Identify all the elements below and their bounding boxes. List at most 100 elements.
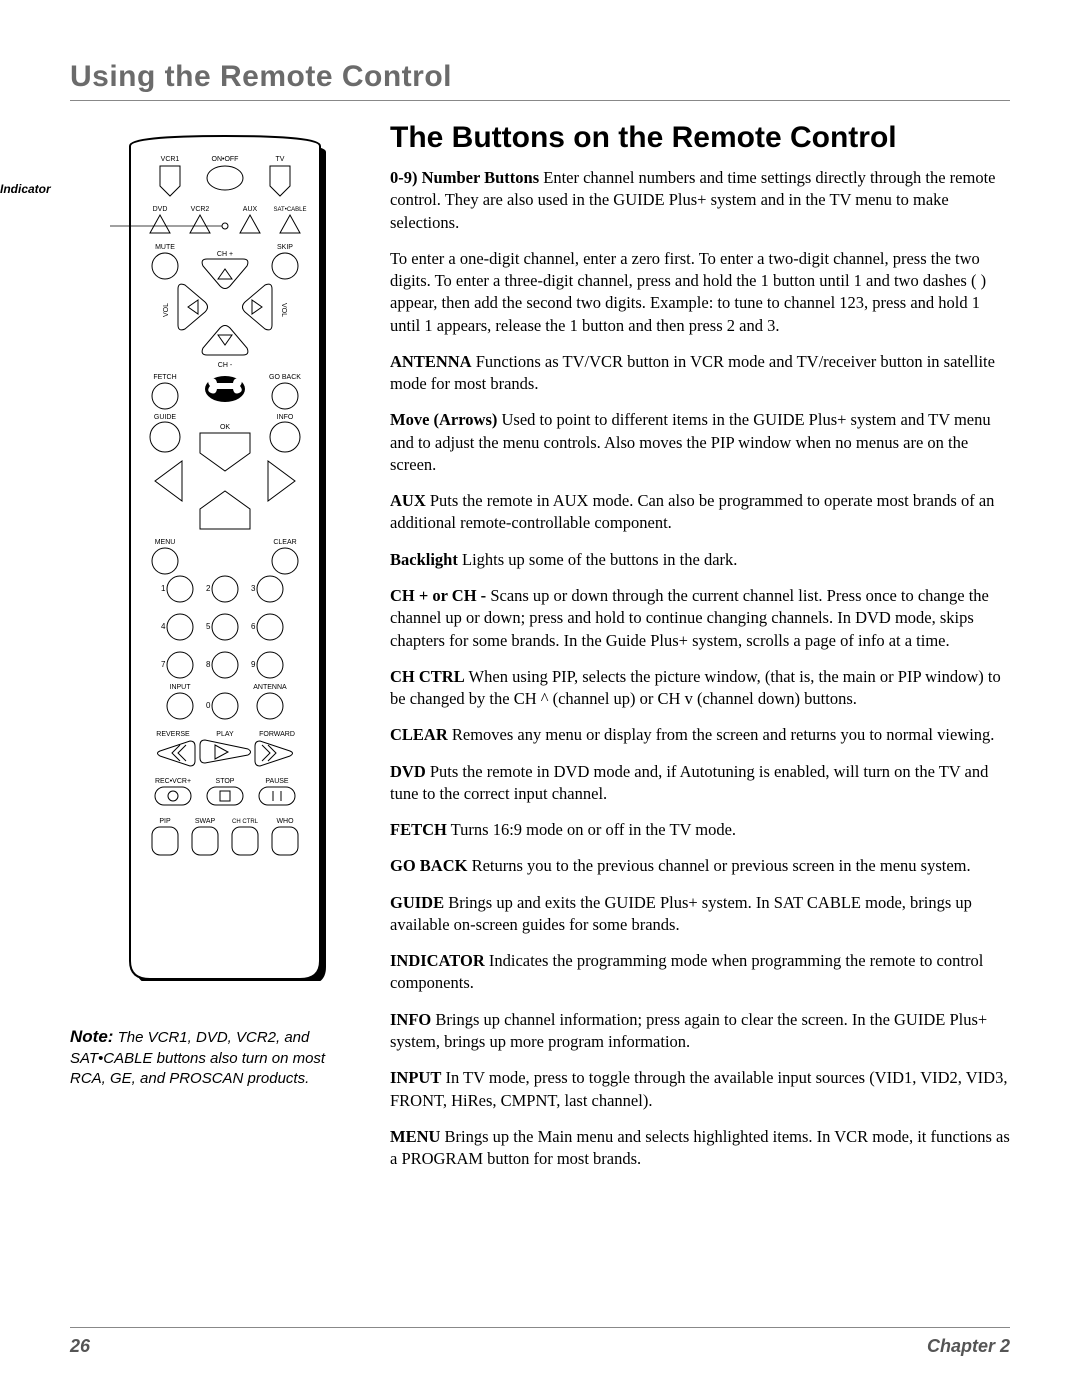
label-reverse: REVERSE <box>156 731 190 738</box>
remote-diagram: VCR1 ON•OFF TV DVD VCR2 AUX SAT•CABLE <box>110 131 360 986</box>
svg-text:6: 6 <box>251 622 256 631</box>
term: Move (Arrows) <box>390 410 497 429</box>
label-swap: SWAP <box>195 818 216 825</box>
label-ok: OK <box>220 424 230 431</box>
label-menu: MENU <box>155 539 176 546</box>
term: GO BACK <box>390 856 467 875</box>
left-column: Indicator VCR1 ON•OFF TV DVD VCR2 AUX SA… <box>70 121 360 1184</box>
indicator-callout: Indicator <box>0 182 51 196</box>
label-chctrl: CH CTRL <box>232 819 259 825</box>
description-item: MENU Brings up the Main menu and selects… <box>390 1126 1010 1171</box>
note-box: Note: The VCR1, DVD, VCR2, and SAT•CABLE… <box>70 1026 360 1089</box>
description-item: Backlight Lights up some of the buttons … <box>390 549 1010 571</box>
label-clear: CLEAR <box>273 539 296 546</box>
description-list: 0-9) Number Buttons Enter channel number… <box>390 167 1010 1170</box>
term-text: Functions as TV/VCR button in VCR mode a… <box>390 352 995 393</box>
description-item: FETCH Turns 16:9 mode on or off in the T… <box>390 819 1010 841</box>
label-vcr2: VCR2 <box>191 206 210 213</box>
description-item: Move (Arrows) Used to point to different… <box>390 409 1010 476</box>
svg-text:2: 2 <box>206 584 211 593</box>
svg-text:3: 3 <box>251 584 256 593</box>
label-fetch: FETCH <box>153 374 176 381</box>
description-item: 0-9) Number Buttons Enter channel number… <box>390 167 1010 234</box>
svg-text:4: 4 <box>161 622 166 631</box>
term-text: Brings up the Main menu and selects high… <box>390 1127 1010 1168</box>
description-item: INPUT In TV mode, press to toggle throug… <box>390 1067 1010 1112</box>
label-onoff: ON•OFF <box>212 156 239 163</box>
term-text: In TV mode, press to toggle through the … <box>390 1068 1007 1109</box>
note-label: Note: <box>70 1027 113 1046</box>
numpad: 1 2 3 4 5 6 7 8 9 <box>161 576 283 678</box>
label-vol-l: VOL <box>163 303 170 317</box>
term-text: Puts the remote in DVD mode and, if Auto… <box>390 762 988 803</box>
label-antenna: ANTENNA <box>253 684 287 691</box>
page-footer: 26 Chapter 2 <box>70 1327 1010 1357</box>
label-pause: PAUSE <box>265 778 289 785</box>
term-text: Puts the remote in AUX mode. Can also be… <box>390 491 994 532</box>
label-vol-r: VOL <box>280 303 287 317</box>
label-dvd: DVD <box>153 206 168 213</box>
svg-text:7: 7 <box>161 660 166 669</box>
term-text: To enter a one-digit channel, enter a ze… <box>390 249 986 335</box>
label-goback: GO BACK <box>269 374 301 381</box>
description-item: GO BACK Returns you to the previous chan… <box>390 855 1010 877</box>
label-who: WHO <box>276 818 294 825</box>
label-chminus: CH - <box>218 362 233 369</box>
svg-text:0: 0 <box>206 701 211 710</box>
description-item: INFO Brings up channel information; pres… <box>390 1009 1010 1054</box>
description-item: GUIDE Brings up and exits the GUIDE Plus… <box>390 892 1010 937</box>
term: 0-9) Number Buttons <box>390 168 539 187</box>
description-item: INDICATOR Indicates the programming mode… <box>390 950 1010 995</box>
label-satcable: SAT•CABLE <box>274 207 307 213</box>
term-text: Lights up some of the buttons in the dar… <box>458 550 738 569</box>
term: FETCH <box>390 820 447 839</box>
label-aux: AUX <box>243 206 258 213</box>
section-title: The Buttons on the Remote Control <box>390 121 1010 155</box>
term: ANTENNA <box>390 352 472 371</box>
page-header: Using the Remote Control <box>70 60 1010 101</box>
label-skip: SKIP <box>277 244 293 251</box>
label-input: INPUT <box>170 684 192 691</box>
term-text: When using PIP, selects the picture wind… <box>390 667 1001 708</box>
description-item: AUX Puts the remote in AUX mode. Can als… <box>390 490 1010 535</box>
description-item: DVD Puts the remote in DVD mode and, if … <box>390 761 1010 806</box>
term: INFO <box>390 1010 431 1029</box>
description-item: CH CTRL When using PIP, selects the pict… <box>390 666 1010 711</box>
term: CLEAR <box>390 725 448 744</box>
term: AUX <box>390 491 426 510</box>
svg-text:8: 8 <box>206 660 211 669</box>
term: Backlight <box>390 550 458 569</box>
term: INDICATOR <box>390 951 485 970</box>
description-item: CH + or CH - Scans up or down through th… <box>390 585 1010 652</box>
term-text: Turns 16:9 mode on or off in the TV mode… <box>447 820 736 839</box>
svg-text:9: 9 <box>251 660 256 669</box>
label-tv: TV <box>276 156 285 163</box>
term: DVD <box>390 762 426 781</box>
label-chplus: CH + <box>217 251 233 258</box>
content-area: Indicator VCR1 ON•OFF TV DVD VCR2 AUX SA… <box>70 121 1010 1184</box>
label-pip: PIP <box>159 818 171 825</box>
term-text: Brings up and exits the GUIDE Plus+ syst… <box>390 893 972 934</box>
label-vcr1: VCR1 <box>161 156 180 163</box>
label-rec: REC•VCR+ <box>155 778 191 785</box>
term: CH + or CH - <box>390 586 486 605</box>
label-guide: GUIDE <box>154 414 177 421</box>
term-text: Returns you to the previous channel or p… <box>467 856 970 875</box>
term: INPUT <box>390 1068 441 1087</box>
label-play: PLAY <box>216 731 234 738</box>
term: MENU <box>390 1127 440 1146</box>
term: GUIDE <box>390 893 444 912</box>
right-column: The Buttons on the Remote Control 0-9) N… <box>390 121 1010 1184</box>
label-forward: FORWARD <box>259 731 295 738</box>
term: CH CTRL <box>390 667 465 686</box>
description-item: ANTENNA Functions as TV/VCR button in VC… <box>390 351 1010 396</box>
page-number: 26 <box>70 1336 90 1357</box>
svg-text:1: 1 <box>161 584 166 593</box>
label-stop: STOP <box>216 778 235 785</box>
label-info: INFO <box>277 414 294 421</box>
svg-text:5: 5 <box>206 622 211 631</box>
chapter-label: Chapter 2 <box>927 1336 1010 1357</box>
term-text: Removes any menu or display from the scr… <box>448 725 995 744</box>
description-item: To enter a one-digit channel, enter a ze… <box>390 248 1010 337</box>
label-mute: MUTE <box>155 244 175 251</box>
